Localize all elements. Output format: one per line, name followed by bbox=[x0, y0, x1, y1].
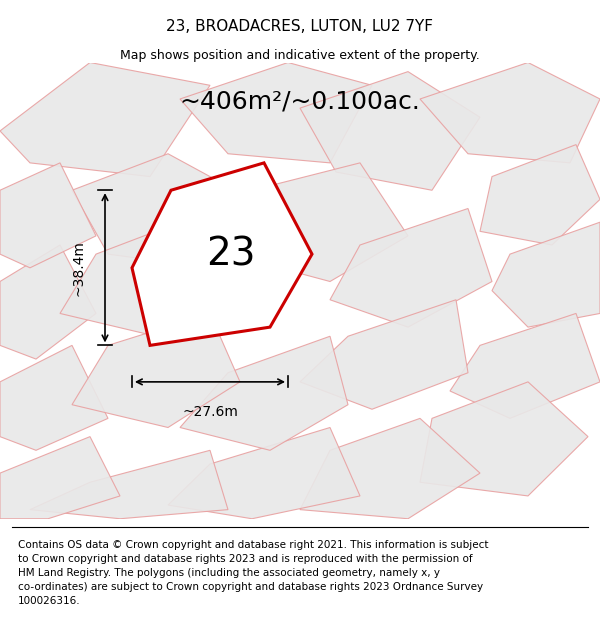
Polygon shape bbox=[168, 428, 360, 519]
Polygon shape bbox=[300, 72, 480, 190]
Polygon shape bbox=[492, 222, 600, 327]
Text: ~38.4m: ~38.4m bbox=[71, 240, 85, 296]
Polygon shape bbox=[420, 62, 600, 163]
Polygon shape bbox=[132, 163, 312, 346]
Polygon shape bbox=[450, 314, 600, 418]
Polygon shape bbox=[180, 336, 348, 450]
Polygon shape bbox=[0, 163, 96, 268]
Text: Map shows position and indicative extent of the property.: Map shows position and indicative extent… bbox=[120, 49, 480, 62]
Polygon shape bbox=[228, 163, 408, 281]
Text: 23, BROADACRES, LUTON, LU2 7YF: 23, BROADACRES, LUTON, LU2 7YF bbox=[167, 19, 433, 34]
Text: Contains OS data © Crown copyright and database right 2021. This information is : Contains OS data © Crown copyright and d… bbox=[18, 540, 488, 606]
Polygon shape bbox=[0, 437, 120, 519]
Polygon shape bbox=[0, 62, 210, 176]
Polygon shape bbox=[420, 382, 588, 496]
Polygon shape bbox=[300, 300, 468, 409]
Text: 23: 23 bbox=[206, 235, 256, 273]
Polygon shape bbox=[72, 314, 240, 428]
Polygon shape bbox=[180, 62, 372, 163]
Polygon shape bbox=[330, 209, 492, 327]
Text: ~406m²/~0.100ac.: ~406m²/~0.100ac. bbox=[179, 90, 421, 114]
Polygon shape bbox=[30, 450, 228, 519]
Polygon shape bbox=[0, 346, 108, 450]
Polygon shape bbox=[60, 217, 228, 336]
Text: ~27.6m: ~27.6m bbox=[182, 405, 238, 419]
Polygon shape bbox=[72, 154, 252, 268]
Polygon shape bbox=[480, 144, 600, 245]
Polygon shape bbox=[0, 245, 96, 359]
Polygon shape bbox=[300, 418, 480, 519]
